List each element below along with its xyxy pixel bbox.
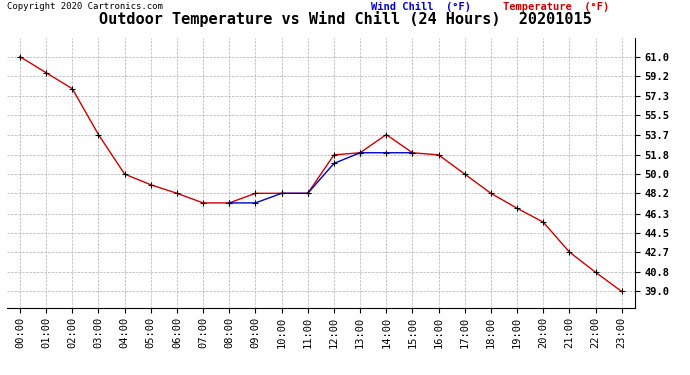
Text: Temperature  (°F): Temperature (°F): [503, 2, 609, 12]
Text: Wind Chill  (°F): Wind Chill (°F): [371, 2, 471, 12]
Text: Copyright 2020 Cartronics.com: Copyright 2020 Cartronics.com: [7, 2, 163, 11]
Text: Outdoor Temperature vs Wind Chill (24 Hours)  20201015: Outdoor Temperature vs Wind Chill (24 Ho…: [99, 11, 591, 27]
